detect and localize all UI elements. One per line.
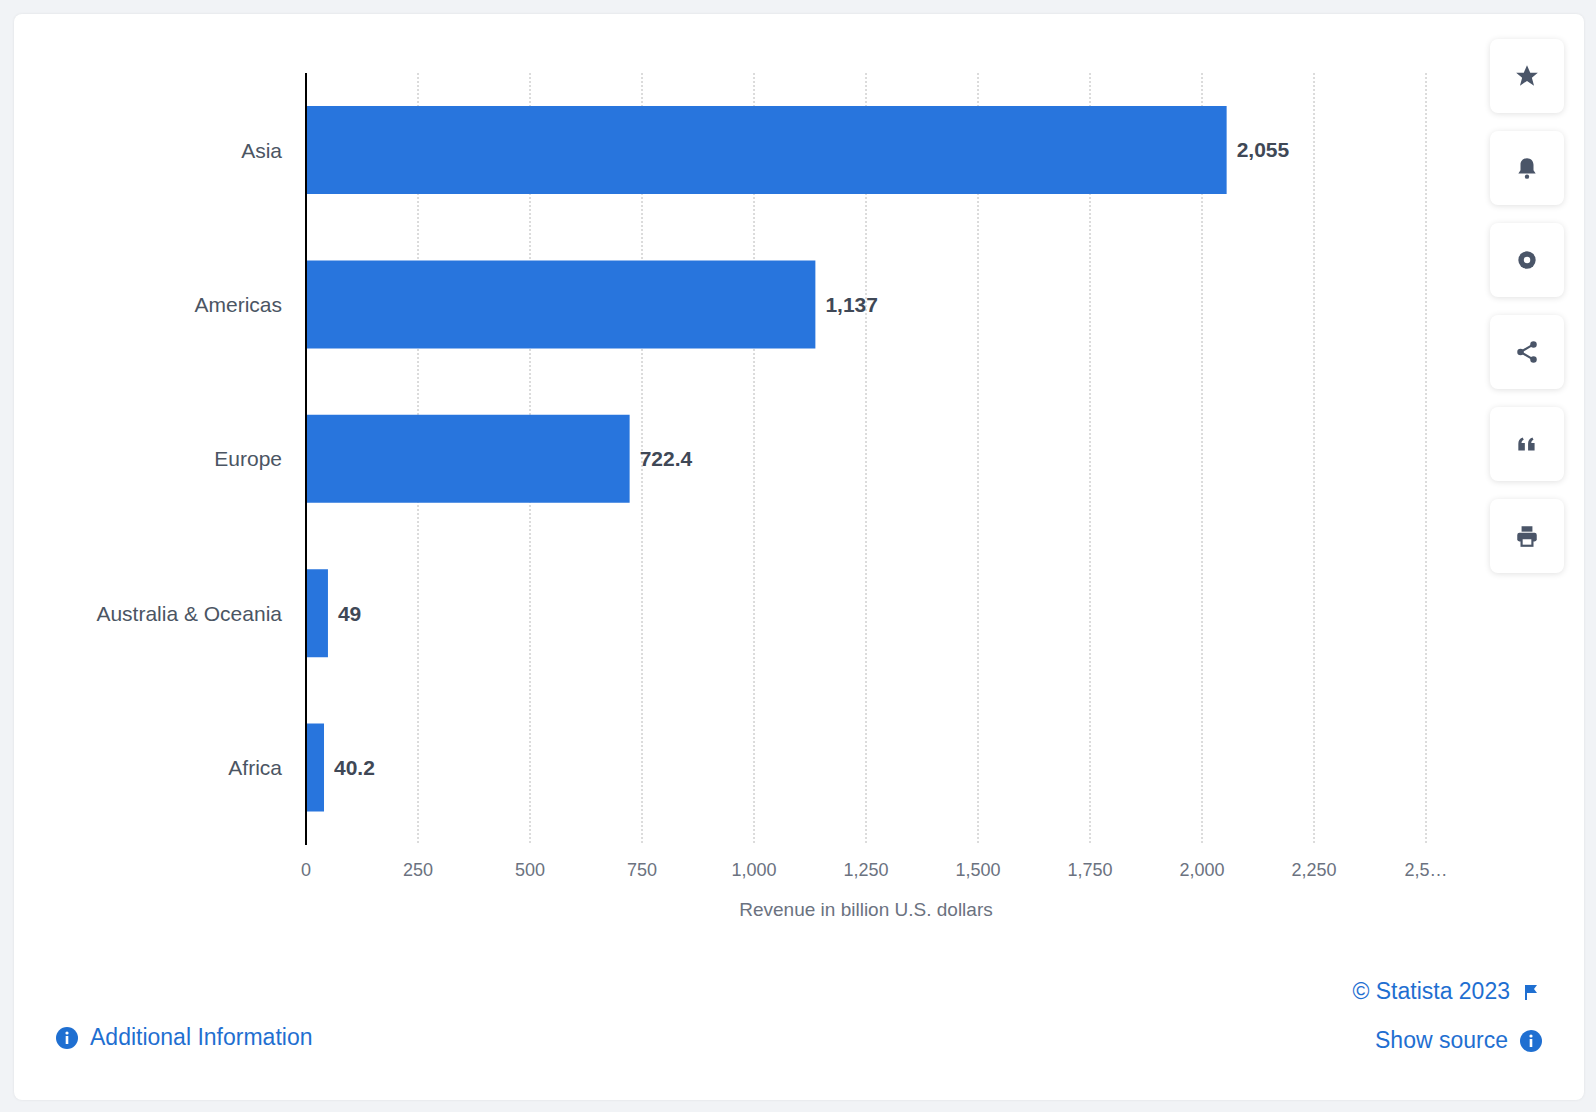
svg-text:750: 750 [627, 860, 657, 880]
html-text:Additional Information: Additional Information [90, 1024, 313, 1050]
svg-text:1,500: 1,500 [955, 860, 1000, 880]
html-text:© Statista 2023: © Statista 2023 [1352, 978, 1510, 1004]
svg-text:Americas: Americas [194, 293, 282, 316]
svg-text:Revenue in billion U.S. dollar: Revenue in billion U.S. dollars [739, 899, 992, 920]
svg-text:1,750: 1,750 [1067, 860, 1112, 880]
svg-text:500: 500 [515, 860, 545, 880]
svg-text:250: 250 [403, 860, 433, 880]
html-text:Show source: Show source [1375, 1027, 1508, 1053]
svg-text:Africa: Africa [228, 756, 282, 779]
svg-text:Asia: Asia [241, 139, 282, 162]
svg-text:2,000: 2,000 [1179, 860, 1224, 880]
svg-text:1,250: 1,250 [843, 860, 888, 880]
svg-text:49: 49 [338, 602, 361, 625]
svg-text:1,000: 1,000 [731, 860, 776, 880]
svg-text:2,055: 2,055 [1237, 138, 1290, 161]
svg-text:0: 0 [301, 860, 311, 880]
svg-text:2,5…: 2,5… [1404, 860, 1447, 880]
svg-text:2,250: 2,250 [1291, 860, 1336, 880]
svg-text:Australia & Oceania: Australia & Oceania [96, 602, 282, 625]
svg-text:Europe: Europe [214, 447, 282, 470]
svg-text:40.2: 40.2 [334, 756, 375, 779]
svg-text:722.4: 722.4 [640, 447, 693, 470]
svg-text:1,137: 1,137 [825, 293, 878, 316]
